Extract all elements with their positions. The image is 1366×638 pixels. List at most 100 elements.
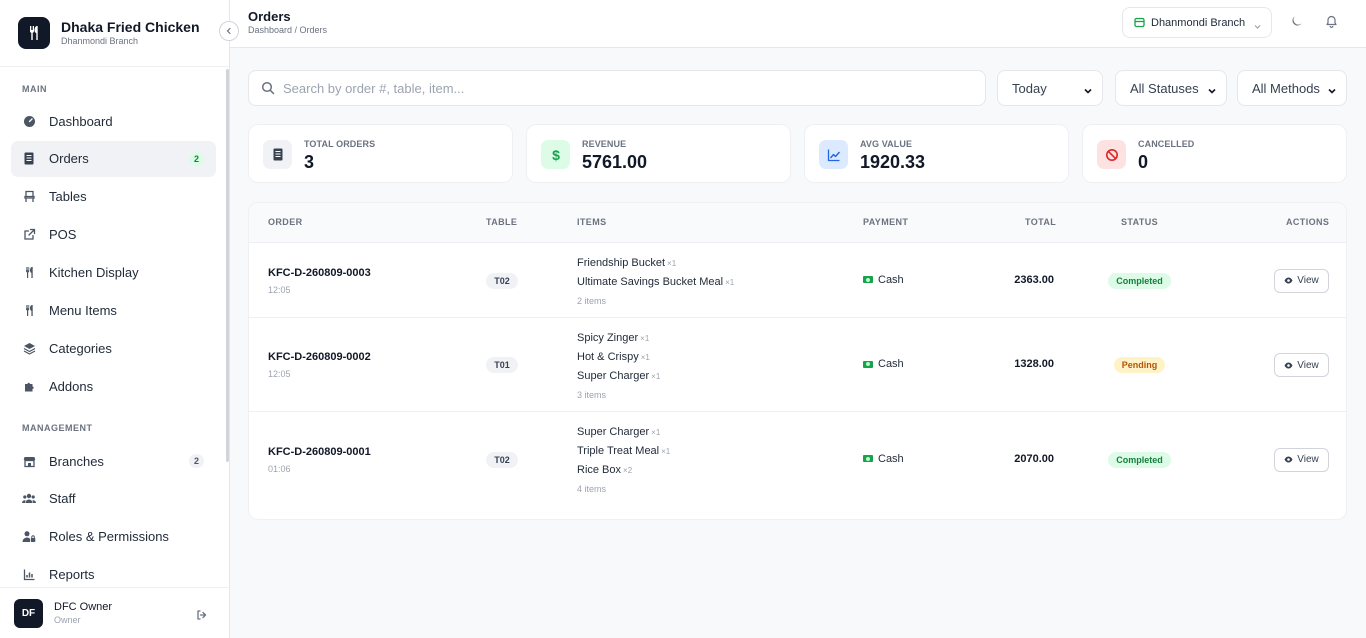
table-badge: T01 — [486, 357, 518, 373]
view-order-button[interactable]: View — [1274, 447, 1329, 472]
order-number[interactable]: KFC-D-260809-0002 — [268, 351, 371, 363]
cash-icon — [863, 455, 873, 462]
order-time: 12:05 — [268, 284, 291, 295]
sidebar-item-kitchen-display[interactable]: Kitchen Display — [11, 255, 216, 291]
store-icon — [22, 454, 36, 468]
view-label: View — [1297, 454, 1319, 465]
order-time: 12:05 — [268, 369, 291, 379]
collapse-sidebar-button[interactable] — [219, 21, 239, 41]
order-number[interactable]: KFC-D-260809-0001 — [268, 445, 371, 458]
ban-icon — [1097, 140, 1126, 169]
cash-icon — [863, 360, 873, 368]
item-name: Triple Treat Meal — [577, 445, 660, 457]
logout-icon[interactable] — [196, 608, 208, 620]
utensils-icon — [18, 17, 50, 49]
item-count: 3 items — [577, 389, 607, 400]
sidebar-item-menu-items[interactable]: Menu Items — [11, 293, 216, 329]
table-row[interactable]: KFC-D-260809-0001 01:06 T02 Super Charger ×1… — [249, 412, 1346, 507]
stat-card-total-orders: TOTAL ORDERS 3 — [248, 124, 513, 183]
sidebar-item-categories[interactable]: Categories — [11, 330, 216, 366]
payment-label: Cash — [878, 358, 904, 370]
item-name: Hot & Crispy — [577, 350, 639, 363]
table-row[interactable]: KFC-D-260809-0003 12:05 T02 Friendship Buck… — [249, 243, 1346, 318]
search-input[interactable] — [283, 80, 963, 96]
sidebar: Dhaka Fried Chicken Dhanmondi Branch MAI… — [0, 0, 230, 638]
method-filter-select[interactable]: All Methods — [1237, 70, 1347, 106]
search-icon — [261, 81, 275, 95]
table-header: ORDER TABLE ITEMS PAYMENT TOTAL STATUS A… — [249, 203, 1346, 243]
sidebar-scrollbar[interactable] — [226, 69, 229, 462]
users-icon — [22, 492, 36, 506]
payment-method: Cash — [863, 453, 904, 465]
top-header: Orders Dashboard / Orders Dhanmondi Bran… — [230, 0, 1366, 48]
sidebar-item-label: Orders — [49, 151, 89, 167]
sidebar-item-orders[interactable]: Orders 2 — [11, 140, 216, 177]
item-quantity: ×1 — [651, 428, 661, 437]
sidebar-item-label: Tables — [49, 189, 87, 205]
stat-label: REVENUE — [582, 139, 627, 149]
item-quantity: ×2 — [623, 466, 633, 475]
orders-table: ORDER TABLE ITEMS PAYMENT TOTAL STATUS A… — [248, 202, 1347, 520]
user-profile[interactable]: DF DFC Owner Owner — [0, 587, 230, 638]
page-title: Orders — [248, 9, 291, 24]
order-number[interactable]: KFC-D-260809-0003 — [268, 266, 371, 279]
sidebar-item-label: POS — [49, 227, 77, 243]
order-total: 1328.00 — [1014, 358, 1054, 370]
sidebar-item-label: Categories — [49, 340, 112, 356]
avatar: DF — [14, 598, 43, 628]
utensils-icon — [22, 304, 36, 318]
view-label: View — [1297, 275, 1319, 286]
item-count: 2 items — [577, 295, 607, 306]
date-filter-value: Today — [1012, 80, 1047, 96]
table-row[interactable]: KFC-D-260809-0002 12:05 T01 Spicy Zinger ×1 H… — [249, 318, 1346, 412]
item-name: Rice Box — [577, 464, 622, 476]
sidebar-item-dashboard[interactable]: Dashboard — [11, 103, 216, 139]
receipt-icon — [22, 152, 36, 166]
column-header-actions: ACTIONS — [1286, 217, 1330, 227]
layers-icon — [22, 341, 36, 355]
sidebar-item-roles-permissions[interactable]: Roles & Permissions — [11, 519, 216, 555]
method-filter-value: All Methods — [1252, 80, 1320, 96]
sidebar-item-label: Reports — [49, 566, 95, 582]
sidebar-item-tables[interactable]: Tables — [11, 179, 216, 215]
item-name: Friendship Bucket — [577, 256, 666, 269]
search-bar[interactable] — [248, 70, 986, 106]
receipt-icon — [263, 140, 292, 169]
sidebar-item-reports[interactable]: Reports — [11, 556, 216, 587]
chevron-down-icon — [1207, 84, 1217, 99]
order-item: Rice Box ×2 — [577, 461, 670, 480]
date-filter-select[interactable]: Today — [997, 70, 1103, 106]
moon-icon[interactable] — [1290, 15, 1304, 29]
count-badge: 2 — [189, 151, 204, 166]
order-item: Triple Treat Meal ×1 — [577, 442, 670, 461]
section-label-management: MANAGEMENT — [22, 423, 93, 433]
bell-icon[interactable] — [1325, 15, 1339, 29]
order-items: Friendship Bucket ×1 Ultimate Savings Buck… — [577, 254, 734, 310]
view-order-button[interactable]: View — [1274, 268, 1329, 293]
chevron-down-icon — [1083, 84, 1093, 99]
stat-card-cancelled: CANCELLED 0 — [1082, 124, 1347, 183]
column-header-total: TOTAL — [1025, 217, 1057, 227]
order-total: 2363.00 — [1014, 273, 1054, 286]
sidebar-item-label: Branches — [49, 453, 104, 469]
sidebar-item-branches[interactable]: Branches 2 — [11, 443, 216, 479]
external-link-icon — [22, 228, 36, 242]
sidebar-item-addons[interactable]: Addons — [11, 368, 216, 404]
view-label: View — [1297, 359, 1319, 371]
dashboard-icon — [22, 114, 36, 128]
eye-icon — [1284, 276, 1293, 285]
column-header-table: TABLE — [486, 217, 518, 227]
stat-value: 1920.33 — [860, 152, 926, 172]
sidebar-item-staff[interactable]: Staff — [11, 481, 216, 517]
status-filter-select[interactable]: All Statuses — [1115, 70, 1227, 106]
stat-card-avg-value: AVG VALUE 1920.33 — [804, 124, 1069, 183]
chair-icon — [22, 190, 36, 204]
svg-text:$: $ — [552, 148, 560, 162]
table-badge: T02 — [486, 451, 518, 468]
column-header-order: ORDER — [268, 217, 303, 227]
branch-select[interactable]: Dhanmondi Branch — [1122, 7, 1272, 38]
count-badge: 2 — [189, 454, 204, 468]
sidebar-item-pos[interactable]: POS — [11, 217, 216, 253]
chevron-left-icon — [226, 27, 231, 35]
view-order-button[interactable]: View — [1274, 353, 1329, 377]
